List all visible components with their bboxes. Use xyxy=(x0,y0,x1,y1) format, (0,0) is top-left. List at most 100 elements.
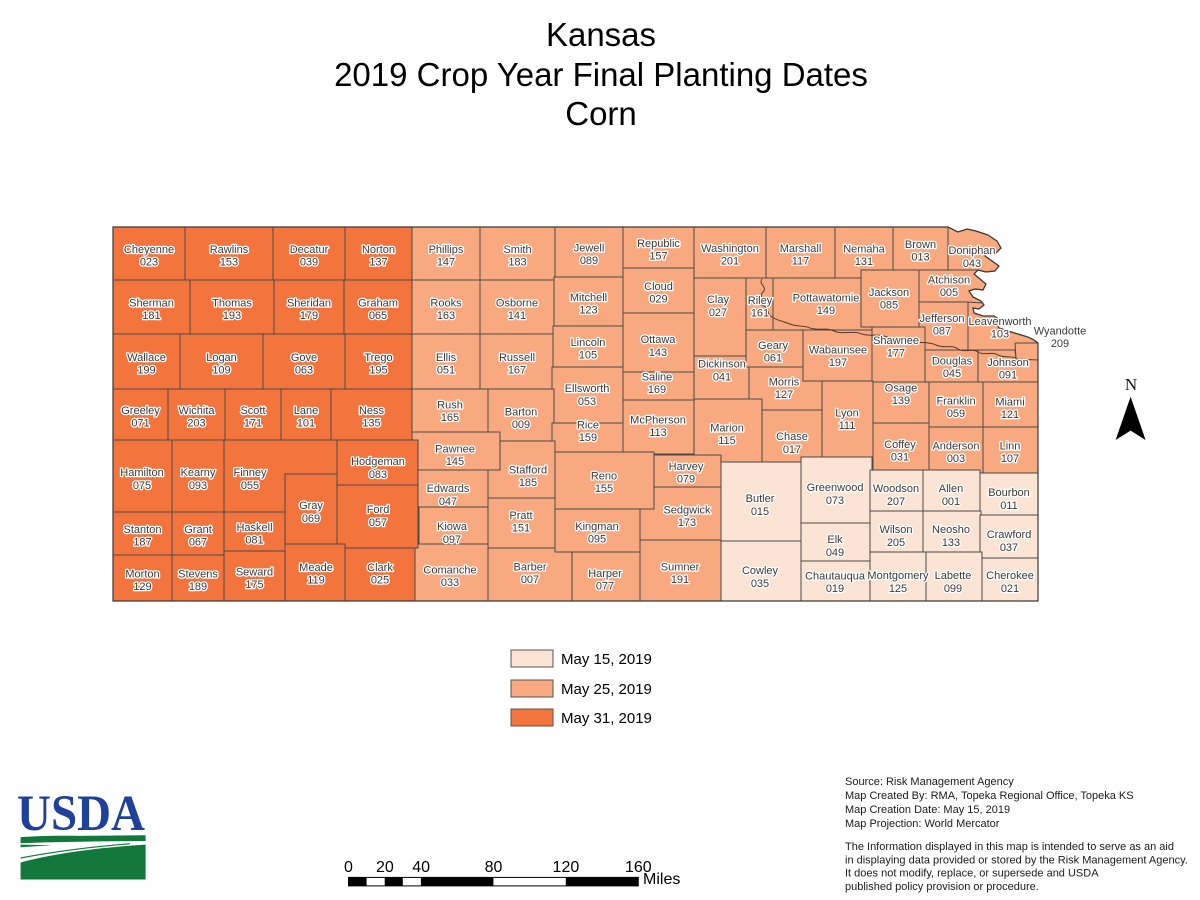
svg-text:Rice: Rice xyxy=(577,420,599,432)
svg-text:Republic: Republic xyxy=(637,238,680,250)
svg-text:Cheyenne: Cheyenne xyxy=(124,244,174,256)
svg-text:Rush: Rush xyxy=(437,400,463,412)
svg-text:Ellsworth: Ellsworth xyxy=(565,383,610,395)
svg-text:Map Created By: RMA, Topeka Re: Map Created By: RMA, Topeka Regional Off… xyxy=(845,790,1134,802)
svg-text:021: 021 xyxy=(1001,583,1019,595)
svg-text:Shawnee: Shawnee xyxy=(873,335,919,347)
svg-text:Ford: Ford xyxy=(367,504,390,516)
svg-text:011: 011 xyxy=(1000,500,1018,512)
svg-text:USDA: USDA xyxy=(17,786,145,842)
svg-text:Lincoln: Lincoln xyxy=(571,337,606,349)
svg-text:Barton: Barton xyxy=(505,407,537,419)
svg-text:101: 101 xyxy=(297,418,315,430)
svg-text:051: 051 xyxy=(437,365,455,377)
svg-text:Brown: Brown xyxy=(905,239,936,251)
svg-text:20: 20 xyxy=(376,859,394,876)
svg-text:107: 107 xyxy=(1001,453,1019,465)
svg-text:Lyon: Lyon xyxy=(835,408,858,420)
svg-text:063: 063 xyxy=(295,365,313,377)
svg-text:207: 207 xyxy=(887,496,905,508)
svg-text:Labette: Labette xyxy=(935,570,972,582)
svg-text:181: 181 xyxy=(142,310,160,322)
svg-text:027: 027 xyxy=(709,307,727,319)
svg-text:Smith: Smith xyxy=(503,244,531,256)
svg-text:Miles: Miles xyxy=(643,871,680,888)
svg-text:Stevens: Stevens xyxy=(178,569,218,581)
svg-text:201: 201 xyxy=(721,256,739,268)
svg-text:Leavenworth: Leavenworth xyxy=(969,316,1032,328)
svg-text:185: 185 xyxy=(519,477,537,489)
svg-text:193: 193 xyxy=(223,310,241,322)
svg-text:Logan: Logan xyxy=(206,352,237,364)
svg-text:Ottawa: Ottawa xyxy=(641,334,677,346)
svg-text:0: 0 xyxy=(344,859,353,876)
svg-text:published policy provision or: published policy provision or procedure. xyxy=(845,881,1039,893)
svg-text:Greenwood: Greenwood xyxy=(807,482,864,494)
svg-text:Jewell: Jewell xyxy=(574,243,605,255)
svg-text:093: 093 xyxy=(189,480,207,492)
svg-text:Finney: Finney xyxy=(233,467,267,479)
svg-text:129: 129 xyxy=(133,581,151,593)
svg-text:Dickinson: Dickinson xyxy=(698,359,746,371)
svg-text:Wabaunsee: Wabaunsee xyxy=(809,345,867,357)
svg-text:163: 163 xyxy=(437,310,455,322)
svg-text:133: 133 xyxy=(942,537,960,549)
svg-text:143: 143 xyxy=(649,347,667,359)
svg-text:065: 065 xyxy=(369,310,387,322)
svg-text:057: 057 xyxy=(369,517,387,529)
svg-text:157: 157 xyxy=(649,251,667,263)
svg-text:Cloud: Cloud xyxy=(644,281,673,293)
svg-text:Riley: Riley xyxy=(748,295,773,307)
svg-text:Clark: Clark xyxy=(367,562,393,574)
svg-text:039: 039 xyxy=(300,257,318,269)
svg-text:007: 007 xyxy=(521,574,539,586)
svg-text:Osage: Osage xyxy=(885,383,917,395)
svg-text:117: 117 xyxy=(792,256,810,268)
svg-text:Corn: Corn xyxy=(565,95,637,132)
svg-text:Morris: Morris xyxy=(769,377,800,389)
svg-text:087: 087 xyxy=(933,326,951,338)
svg-text:The Information displayed in t: The Information displayed in this map is… xyxy=(845,841,1174,853)
svg-text:119: 119 xyxy=(307,575,325,587)
svg-text:159: 159 xyxy=(579,432,597,444)
svg-text:Cowley: Cowley xyxy=(742,565,779,577)
svg-text:Haskell: Haskell xyxy=(236,522,272,534)
svg-text:Marion: Marion xyxy=(710,423,744,435)
svg-text:073: 073 xyxy=(826,495,844,507)
svg-text:40: 40 xyxy=(412,859,430,876)
svg-text:125: 125 xyxy=(889,583,907,595)
svg-text:111: 111 xyxy=(839,420,856,432)
svg-text:Stafford: Stafford xyxy=(509,465,547,477)
svg-text:169: 169 xyxy=(648,384,666,396)
svg-text:Ellis: Ellis xyxy=(436,352,457,364)
svg-text:191: 191 xyxy=(671,574,689,586)
svg-text:N: N xyxy=(1125,375,1137,394)
svg-text:085: 085 xyxy=(880,300,898,312)
svg-text:Pottawatomie: Pottawatomie xyxy=(793,293,860,305)
svg-text:Pratt: Pratt xyxy=(509,510,532,522)
svg-text:Jackson: Jackson xyxy=(869,287,909,299)
svg-text:005: 005 xyxy=(940,287,958,299)
svg-text:033: 033 xyxy=(441,577,459,589)
svg-text:Chase: Chase xyxy=(776,431,808,443)
svg-text:017: 017 xyxy=(783,444,801,456)
svg-text:Kingman: Kingman xyxy=(575,521,618,533)
svg-text:139: 139 xyxy=(892,395,910,407)
svg-text:Allen: Allen xyxy=(939,483,963,495)
svg-text:079: 079 xyxy=(677,474,695,486)
svg-text:177: 177 xyxy=(887,348,905,360)
svg-text:103: 103 xyxy=(991,329,1009,341)
svg-text:015: 015 xyxy=(751,506,769,518)
svg-text:Saline: Saline xyxy=(642,372,673,384)
svg-text:179: 179 xyxy=(300,310,318,322)
svg-text:Sedgwick: Sedgwick xyxy=(663,505,711,517)
svg-text:035: 035 xyxy=(751,578,769,590)
svg-text:141: 141 xyxy=(508,310,526,322)
svg-text:091: 091 xyxy=(999,370,1017,382)
svg-text:Wichita: Wichita xyxy=(178,405,215,417)
svg-text:80: 80 xyxy=(485,859,503,876)
svg-text:197: 197 xyxy=(829,357,847,369)
svg-text:Phillips: Phillips xyxy=(429,244,464,256)
svg-text:127: 127 xyxy=(775,389,793,401)
svg-text:145: 145 xyxy=(446,456,464,468)
